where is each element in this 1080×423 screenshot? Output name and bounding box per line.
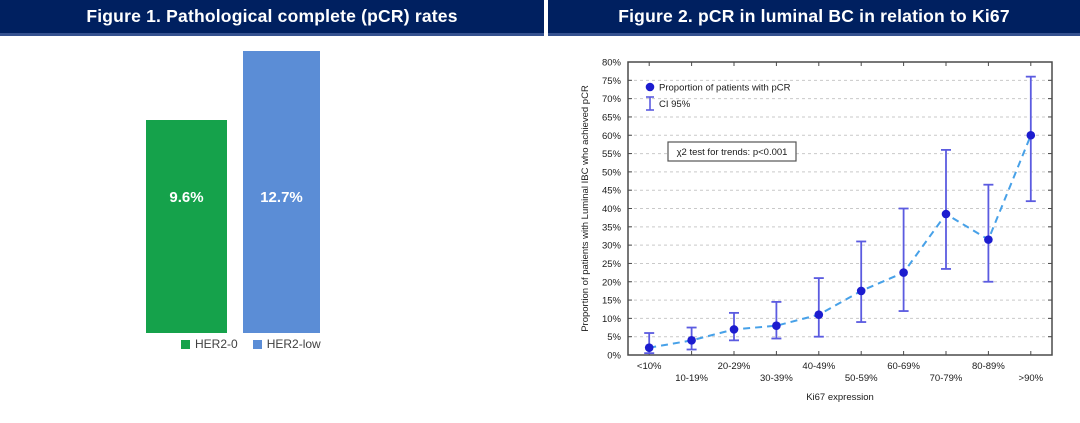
y-tick-label: 60% <box>602 131 622 142</box>
y-tick-label: 80% <box>602 58 622 69</box>
x-tick-label: 70-79% <box>930 373 963 384</box>
figure2-title: Figure 2. pCR in luminal BC in relation … <box>618 6 1010 26</box>
bar-value-label: 9.6% <box>169 189 204 206</box>
annotation-box <box>667 141 797 162</box>
data-point <box>899 268 908 277</box>
data-point <box>856 286 866 296</box>
legend-swatch-icon <box>252 339 262 349</box>
figure1-bar-chart: 9.6% 12.7% <box>146 51 320 333</box>
bar-her2-0 <box>146 119 227 333</box>
y-tick-label: 25% <box>602 259 622 270</box>
y-tick-label: 65% <box>602 112 622 123</box>
bar-value-label: 12.7% <box>260 189 303 206</box>
figure2-panel: Figure 2. pCR in luminal BC in relation … <box>548 0 1080 423</box>
figure1-panel: Figure 1. Pathological complete (pCR) ra… <box>0 0 544 351</box>
data-point <box>1026 130 1036 140</box>
data-point <box>644 343 654 352</box>
y-tick-label: 20% <box>602 277 622 288</box>
legend-label: HER2-0 <box>195 337 238 351</box>
x-tick-label: 80-89% <box>972 361 1005 372</box>
x-tick-label: 60-69% <box>887 361 920 372</box>
x-tick-label: >90% <box>1019 373 1044 384</box>
data-point <box>814 310 824 320</box>
legend-label: HER2-low <box>266 337 321 351</box>
y-axis-title: Proportion of patients with Luminal IBC … <box>580 85 591 332</box>
y-tick-label: 0% <box>607 351 621 362</box>
y-tick-label: 75% <box>602 76 622 87</box>
y-tick-label: 30% <box>602 241 622 252</box>
legend-label: CI 95% <box>659 99 691 110</box>
bar-her2-low <box>243 51 320 333</box>
x-tick-label: 30-39% <box>760 373 793 384</box>
figure1-title: Figure 1. Pathological complete (pCR) ra… <box>86 6 458 26</box>
x-tick-label: 20-29% <box>718 361 751 372</box>
figure1-legend: HER2-0 HER2-low <box>181 337 321 351</box>
y-tick-label: 5% <box>607 332 621 343</box>
legend-swatch-icon <box>181 339 190 349</box>
x-tick-label: 50-59% <box>845 373 878 384</box>
y-tick-label: 15% <box>602 296 622 307</box>
y-tick-label: 70% <box>602 94 622 105</box>
data-point <box>984 235 993 244</box>
x-tick-label: <10% <box>637 361 662 372</box>
data-point <box>772 321 781 331</box>
y-tick-label: 10% <box>602 314 622 325</box>
annotation-text: χ2 test for trends: p<0.001 <box>677 147 788 158</box>
figure1-title-banner: Figure 1. Pathological complete (pCR) ra… <box>0 0 544 36</box>
legend-item-her2-0: HER2-0 <box>181 337 238 351</box>
y-tick-label: 45% <box>602 186 622 197</box>
trend-line <box>649 134 1032 349</box>
legend-label: Proportion of patients with pCR <box>659 83 791 94</box>
legend-item-her2-low: HER2-low <box>252 337 321 351</box>
figure2-line-chart: 0% 5% 10% 15% 20% 25% 30% 35% 40% 45% 50% 55% 60% 65%… <box>580 58 1053 403</box>
y-tick-label: 40% <box>602 204 622 215</box>
x-tick-label: 40-49% <box>802 361 835 372</box>
y-tick-label: 50% <box>602 167 622 178</box>
figure2-title-banner: Figure 2. pCR in luminal BC in relation … <box>548 0 1080 36</box>
y-tick-label: 35% <box>602 222 622 233</box>
x-tick-label: 10-19% <box>675 373 708 384</box>
data-point <box>687 336 696 345</box>
legend-marker-dot-icon <box>645 82 655 92</box>
data-point <box>729 325 739 334</box>
data-point <box>941 209 951 219</box>
y-tick-label: 55% <box>602 149 622 160</box>
x-axis-title: Ki67 expression <box>806 392 874 403</box>
